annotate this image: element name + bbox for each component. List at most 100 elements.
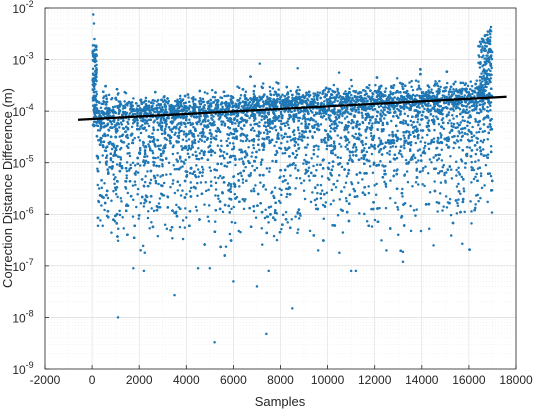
data-point	[381, 110, 385, 114]
data-point	[238, 158, 241, 161]
data-point	[186, 152, 190, 156]
data-point	[189, 181, 193, 184]
data-point	[457, 198, 460, 201]
data-point	[116, 195, 119, 199]
data-point	[301, 93, 305, 97]
data-point	[474, 203, 477, 206]
data-point	[386, 151, 389, 155]
data-point	[344, 181, 348, 184]
data-point	[221, 113, 224, 116]
data-point	[239, 139, 243, 142]
data-point	[284, 210, 288, 214]
data-point	[96, 129, 100, 132]
data-point	[396, 136, 399, 140]
data-point	[146, 155, 149, 158]
data-point	[176, 189, 180, 192]
data-point	[124, 130, 127, 134]
data-point	[217, 176, 220, 180]
data-point	[298, 132, 301, 135]
data-point	[438, 192, 442, 195]
data-point	[111, 160, 115, 164]
data-point	[415, 169, 418, 172]
data-point	[133, 180, 137, 183]
data-point	[404, 120, 408, 123]
data-point	[178, 109, 182, 113]
data-point	[462, 190, 466, 193]
data-point	[151, 149, 154, 153]
data-point	[183, 146, 186, 150]
data-point	[416, 120, 419, 124]
data-point	[330, 188, 334, 192]
data-point	[255, 166, 259, 170]
data-point	[119, 158, 123, 161]
data-point	[154, 156, 157, 160]
data-point	[110, 199, 113, 202]
data-point	[396, 107, 399, 111]
data-point	[390, 119, 393, 123]
data-point	[271, 159, 274, 163]
data-point	[99, 106, 103, 109]
data-point	[422, 146, 426, 150]
data-point	[174, 105, 177, 108]
data-point	[477, 199, 480, 203]
data-point	[97, 200, 101, 204]
data-point	[266, 215, 270, 219]
data-point	[139, 125, 142, 128]
data-point	[187, 100, 191, 104]
data-point	[381, 106, 385, 109]
data-point	[424, 92, 428, 95]
data-point	[370, 225, 374, 228]
data-point	[247, 145, 250, 149]
data-point	[137, 104, 141, 108]
data-point	[125, 174, 128, 177]
data-point	[165, 227, 169, 230]
data-point	[171, 127, 175, 131]
data-point	[330, 123, 334, 126]
data-point	[411, 88, 415, 92]
data-point	[415, 93, 419, 97]
data-point	[350, 93, 353, 97]
data-point	[211, 95, 215, 99]
data-point	[345, 199, 348, 203]
data-point	[336, 99, 339, 103]
data-point	[238, 97, 242, 100]
data-point	[187, 107, 191, 110]
data-point	[339, 156, 342, 160]
data-point	[225, 116, 229, 120]
data-point	[268, 139, 272, 143]
data-point	[455, 212, 459, 215]
data-point	[181, 138, 185, 141]
data-point	[352, 153, 355, 157]
data-point	[294, 167, 297, 170]
data-point	[187, 96, 190, 99]
data-point	[298, 88, 301, 92]
data-point	[179, 97, 182, 100]
data-point	[393, 96, 396, 99]
data-point	[196, 168, 200, 171]
data-point	[457, 171, 460, 174]
data-point	[136, 112, 139, 115]
data-point	[479, 174, 483, 178]
data-point	[265, 167, 269, 170]
data-point	[136, 171, 140, 174]
data-point	[98, 112, 101, 116]
data-point	[195, 164, 198, 167]
data-point	[153, 161, 156, 164]
data-point	[478, 85, 481, 88]
data-point	[268, 85, 272, 89]
data-point	[170, 130, 174, 134]
data-point	[463, 210, 466, 214]
data-point	[302, 179, 306, 182]
data-point	[175, 203, 178, 207]
data-point	[258, 148, 261, 152]
data-point	[180, 160, 183, 163]
data-point	[466, 133, 469, 136]
data-point	[329, 130, 332, 133]
data-point	[425, 133, 429, 137]
data-point	[198, 152, 202, 155]
data-point	[436, 139, 439, 143]
data-point	[245, 101, 248, 104]
data-point	[292, 129, 295, 133]
data-point	[120, 200, 123, 203]
data-point	[423, 144, 427, 148]
